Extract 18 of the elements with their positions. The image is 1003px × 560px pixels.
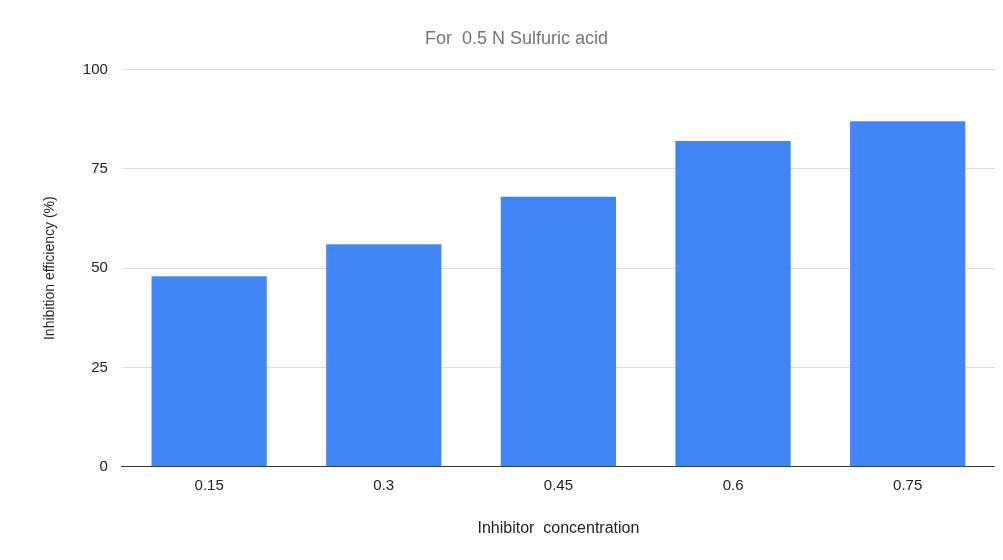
y-tick-label: 0	[99, 456, 108, 474]
bar	[500, 196, 617, 467]
x-tick-label: 0.75	[893, 475, 923, 493]
x-tick-label: 0.6	[722, 475, 744, 493]
y-tick-label: 50	[91, 258, 108, 276]
x-tick-label: 0.45	[543, 475, 574, 493]
bar	[151, 276, 267, 467]
bar	[326, 244, 442, 467]
y-tick-label: 100	[82, 59, 108, 77]
y-axis-title: Inhibition efficiency (%)	[41, 196, 58, 341]
x-tick-label: 0.3	[373, 475, 395, 493]
x-axis-title: Inhibitor concentration	[477, 518, 640, 536]
y-tick-label: 25	[91, 357, 108, 375]
chart-title: For 0.5 N Sulfuric acid	[424, 27, 609, 48]
x-tick-label: 0.15	[194, 475, 224, 493]
y-tick-label: 75	[91, 159, 108, 177]
bar	[850, 121, 966, 467]
bar	[675, 141, 791, 467]
